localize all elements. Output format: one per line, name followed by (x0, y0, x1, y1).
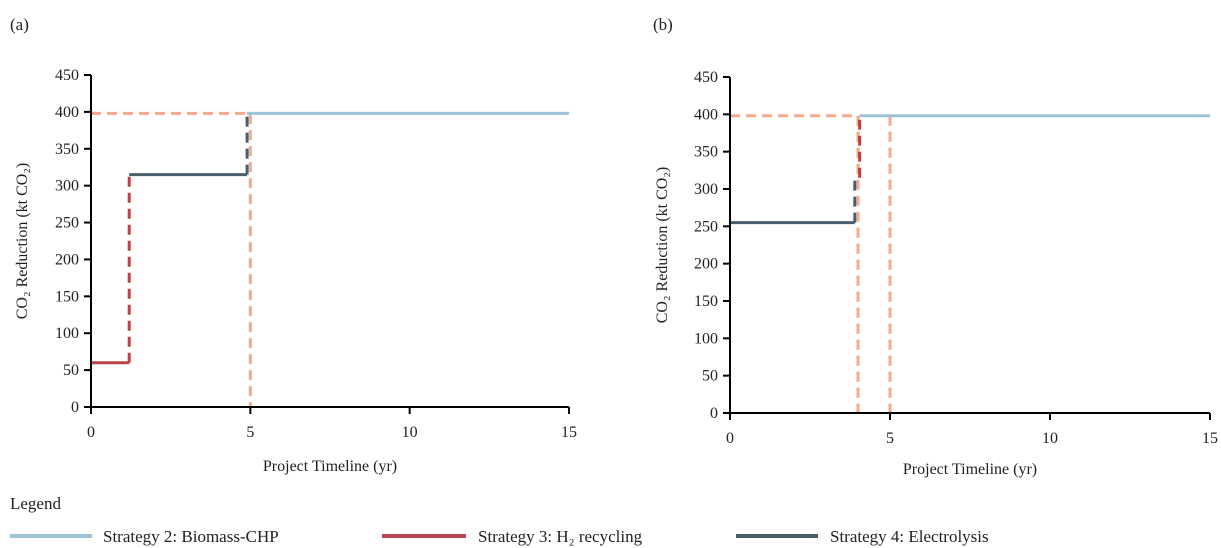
legend: Legend Strategy 2: Biomass-CHP Strategy … (10, 494, 989, 546)
y-tick-label: 300 (55, 178, 79, 195)
y-tick-label: 400 (55, 104, 79, 121)
legend-title: Legend (10, 494, 61, 513)
y-tick-label: 50 (702, 368, 718, 385)
x-tick-label: 5 (246, 424, 254, 441)
x-tick-label: 10 (1042, 430, 1058, 447)
x-tick-label: 0 (87, 424, 95, 441)
y-axis-title: CO₂ Reduction (kt CO₂) (654, 167, 671, 323)
x-axis-title: Project Timeline (yr) (263, 458, 397, 475)
legend-label-h2-recycling: Strategy 3: H₂ recycling (478, 527, 643, 546)
y-tick-label: 350 (694, 144, 718, 161)
x-tick-label: 0 (726, 430, 734, 447)
y-tick-label: 0 (710, 405, 718, 422)
y-tick-label: 250 (694, 218, 718, 235)
x-axis-title: Project Timeline (yr) (903, 461, 1037, 478)
y-tick-label: 200 (694, 256, 718, 273)
y-tick-label: 150 (694, 293, 718, 310)
y-tick-label: 50 (63, 362, 79, 379)
y-tick-label: 450 (694, 69, 718, 86)
panel-label: (a) (10, 15, 29, 34)
x-tick-label: 10 (402, 424, 418, 441)
y-tick-label: 100 (694, 330, 718, 347)
y-tick-label: 200 (55, 251, 79, 268)
y-tick-label: 150 (55, 288, 79, 305)
y-tick-label: 0 (71, 399, 79, 416)
series-line-reference (730, 114, 860, 413)
x-tick-label: 15 (561, 424, 577, 441)
x-tick-label: 15 (1202, 430, 1218, 447)
y-tick-label: 300 (694, 181, 718, 198)
panel-label: (b) (653, 15, 673, 34)
series-line-reference (91, 111, 252, 407)
y-tick-label: 250 (55, 215, 79, 232)
chart-panel-a: (a) 0 50 100 150 200 250 300 350 400 450 0 5 10 15 Proj… (10, 15, 577, 475)
y-tick-label: 350 (55, 141, 79, 158)
legend-label-biomass-chp: Strategy 2: Biomass-CHP (103, 527, 279, 546)
x-tick-label: 5 (886, 430, 894, 447)
y-tick-label: 400 (694, 106, 718, 123)
y-tick-label: 450 (55, 67, 79, 84)
y-tick-label: 100 (55, 325, 79, 342)
y-axis-title: CO₂ Reduction (kt CO₂) (14, 163, 31, 319)
legend-label-electrolysis: Strategy 4: Electrolysis (830, 527, 989, 546)
chart-panel-b: (b) 0 50 100 150 200 250 300 350 400 450 0 5 10 15 Proj… (653, 15, 1218, 478)
